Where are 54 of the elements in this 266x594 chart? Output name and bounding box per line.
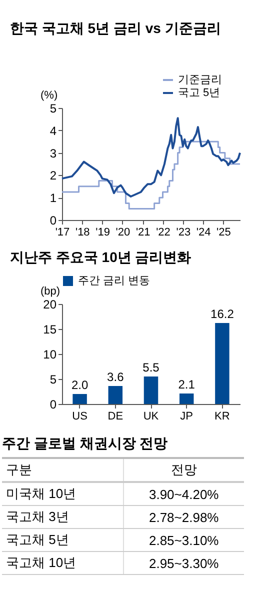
y-tick-label: 3 bbox=[50, 146, 57, 160]
x-tick-label: UK bbox=[143, 410, 160, 422]
text: 주간 글로벌 채권시장 전망 bbox=[2, 435, 169, 453]
y-tick-label: 0 bbox=[50, 398, 57, 412]
data-label: 16.2 bbox=[210, 307, 234, 321]
x-tick-label: '20 bbox=[116, 226, 130, 238]
x-tick-label: '19 bbox=[96, 226, 110, 238]
y-tick-label: 15 bbox=[43, 322, 57, 336]
text: 2.78~2.98% bbox=[123, 506, 244, 528]
text: 국고채 3년 bbox=[2, 506, 124, 528]
y-tick-label: 20 bbox=[43, 298, 57, 312]
bar bbox=[144, 376, 158, 404]
line-series bbox=[61, 117, 241, 198]
text: 국고채 5년 bbox=[2, 528, 124, 552]
legend-label: 국고 5년 bbox=[178, 87, 220, 99]
chart-title: 지난주 주요국 10년 금리변화 bbox=[10, 249, 192, 265]
y-tick-label: 4 bbox=[50, 124, 57, 138]
bar bbox=[215, 323, 230, 404]
legend-label: 주간 금리 변동 bbox=[78, 275, 150, 287]
x-tick-label: '25 bbox=[216, 226, 231, 238]
x-tick-label: US bbox=[72, 410, 88, 422]
bar bbox=[72, 394, 87, 404]
x-tick-label: JP bbox=[180, 410, 194, 422]
x-tick-label: KR bbox=[214, 410, 230, 422]
bar bbox=[179, 394, 194, 404]
chart-title: 한국 국고채 5년 금리 vs 기준금리 bbox=[10, 20, 221, 36]
text: 3.90~4.20% bbox=[123, 482, 244, 506]
y-tick-label: 10 bbox=[43, 348, 57, 362]
text: 2.95~3.30% bbox=[123, 552, 244, 574]
bar bbox=[108, 386, 123, 404]
x-tick-label: '21 bbox=[136, 226, 150, 238]
text: 구분 bbox=[2, 458, 124, 482]
data-label: 5.5 bbox=[142, 360, 160, 374]
data-label: 2.0 bbox=[71, 378, 88, 392]
text: 국고채 10년 bbox=[2, 552, 124, 574]
text: 2.85~3.10% bbox=[123, 528, 244, 552]
x-tick-label: '17 bbox=[55, 226, 70, 238]
legend-label: 기준금리 bbox=[178, 74, 222, 86]
data-label: 2.1 bbox=[178, 378, 196, 392]
x-tick-label: '23 bbox=[176, 226, 191, 238]
x-tick-label: '18 bbox=[75, 226, 90, 238]
y-tick-label: 0 bbox=[50, 214, 57, 228]
x-tick-label: '24 bbox=[196, 226, 211, 238]
x-tick-label: DE bbox=[108, 410, 124, 422]
y-tick-label: 5 bbox=[50, 372, 57, 386]
y-tick-label: 1 bbox=[50, 191, 57, 206]
data-label: 3.6 bbox=[107, 370, 124, 384]
y-axis-title: (%) bbox=[40, 90, 58, 102]
y-tick-label: 2 bbox=[50, 168, 57, 183]
text: 전망 bbox=[123, 458, 244, 482]
x-tick-label: '22 bbox=[156, 226, 170, 238]
y-tick-label: 5 bbox=[50, 102, 57, 116]
text: 미국채 10년 bbox=[2, 482, 124, 506]
y-axis-title: (bp) bbox=[40, 286, 60, 298]
